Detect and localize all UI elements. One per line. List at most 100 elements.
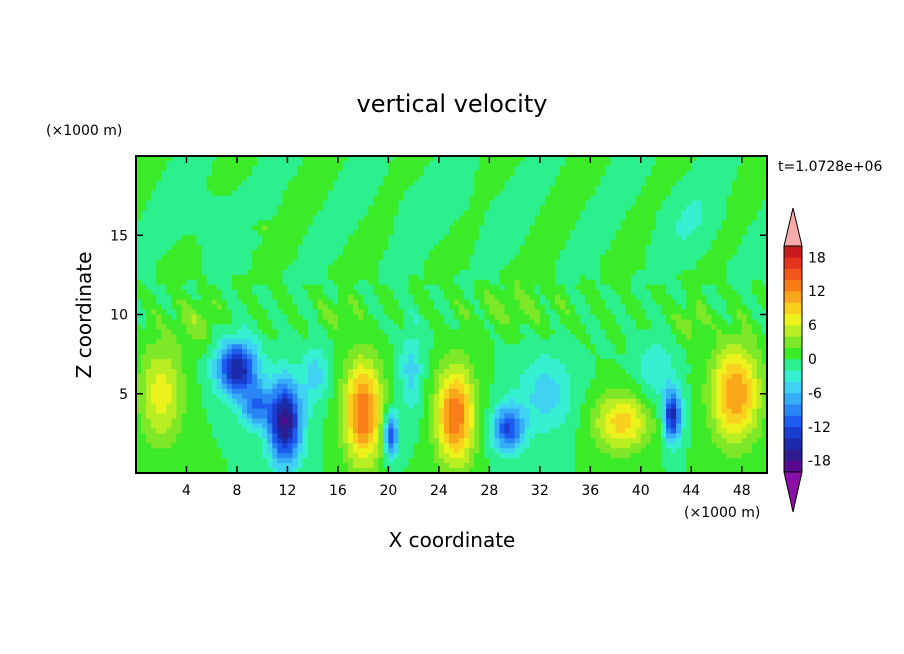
contour-cell (136, 225, 142, 231)
contour-cell (297, 423, 304, 430)
contour-cell (156, 423, 162, 430)
contour-cell (136, 170, 142, 177)
contour-cell (257, 195, 263, 202)
contour-cell (469, 304, 475, 311)
contour-cell (181, 269, 188, 276)
contour-cell (156, 468, 162, 474)
contour-cell (342, 205, 349, 212)
contour-cell (156, 433, 162, 439)
contour-cell (413, 378, 420, 385)
contour-cell (236, 378, 243, 385)
contour-cell (443, 165, 450, 172)
contour-cell (141, 324, 147, 330)
contour-cell (161, 264, 167, 271)
contour-cell (383, 294, 389, 301)
contour-cell (302, 274, 309, 281)
contour-cell (317, 269, 324, 276)
contour-cell (494, 240, 501, 246)
contour-cell (211, 324, 218, 330)
contour-cell (302, 468, 309, 474)
contour-cell (327, 349, 334, 355)
contour-cell (448, 344, 455, 350)
contour-cell (282, 344, 289, 350)
contour-cell (403, 170, 410, 177)
contour-cell (226, 264, 233, 271)
contour-cell (448, 349, 455, 355)
contour-cell (161, 319, 167, 325)
contour-cell (438, 423, 445, 430)
contour-cell (226, 438, 233, 444)
contour-cell (408, 349, 415, 355)
contour-cell (373, 165, 379, 172)
contour-cell (141, 235, 147, 241)
contour-cell (272, 170, 278, 177)
contour-cell (408, 269, 415, 276)
contour-cell (464, 250, 470, 256)
contour-cell (514, 329, 521, 335)
contour-cell (302, 438, 309, 444)
contour-cell (348, 314, 354, 321)
contour-cell (327, 453, 334, 459)
contour-cell (171, 260, 177, 266)
contour-cell (136, 205, 142, 212)
contour-cell (287, 398, 294, 405)
contour-cell (206, 448, 213, 454)
contour-cell (196, 388, 203, 395)
contour-cell (242, 349, 248, 355)
contour-cell (413, 418, 420, 425)
contour-cell (176, 304, 183, 311)
contour-cell (181, 160, 188, 167)
contour-cell (186, 453, 193, 459)
contour-cell (479, 319, 485, 325)
contour-cell (242, 314, 248, 321)
contour-cell (408, 368, 415, 375)
contour-cell (489, 195, 496, 202)
contour-cell (236, 289, 243, 296)
contour-cell (322, 269, 329, 276)
contour-cell (186, 289, 193, 296)
contour-cell (403, 185, 410, 192)
contour-cell (348, 413, 354, 420)
contour-cell (141, 264, 147, 271)
contour-cell (242, 269, 248, 276)
contour-cell (433, 354, 440, 360)
contour-cell (287, 373, 294, 380)
contour-cell (494, 289, 501, 296)
contour-cell (413, 433, 420, 439)
contour-cell (393, 220, 400, 226)
contour-cell (464, 240, 470, 246)
contour-cell (509, 458, 516, 464)
contour-cell (454, 160, 460, 167)
contour-cell (398, 438, 405, 444)
contour-cell (282, 175, 289, 182)
contour-cell (353, 195, 359, 202)
contour-cell (469, 319, 475, 325)
contour-cell (166, 368, 172, 375)
contour-cell (201, 215, 208, 221)
contour-cell (494, 205, 501, 212)
contour-cell (524, 294, 531, 301)
contour-cell (509, 453, 516, 459)
contour-cell (433, 428, 440, 434)
contour-cell (342, 156, 349, 162)
contour-cell (267, 225, 273, 231)
contour-cell (438, 190, 445, 197)
contour-cell (277, 344, 283, 350)
contour-cell (484, 279, 490, 286)
contour-cell (242, 398, 248, 405)
contour-cell (514, 373, 521, 380)
contour-cell (136, 354, 142, 360)
contour-cell (489, 329, 496, 335)
contour-cell (151, 403, 157, 410)
contour-cell (504, 255, 511, 261)
contour-cell (413, 264, 420, 271)
contour-cell (282, 205, 289, 212)
contour-cell (327, 225, 334, 231)
contour-cell (262, 393, 268, 400)
contour-cell (418, 190, 425, 197)
contour-cell (322, 458, 329, 464)
contour-cell (312, 180, 319, 187)
contour-cell (196, 428, 203, 434)
contour-cell (388, 334, 395, 340)
contour-cell (504, 190, 511, 197)
